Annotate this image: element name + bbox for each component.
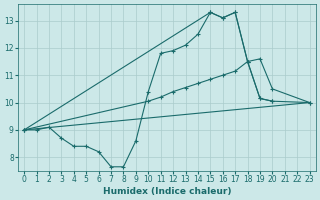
X-axis label: Humidex (Indice chaleur): Humidex (Indice chaleur) [103, 187, 231, 196]
